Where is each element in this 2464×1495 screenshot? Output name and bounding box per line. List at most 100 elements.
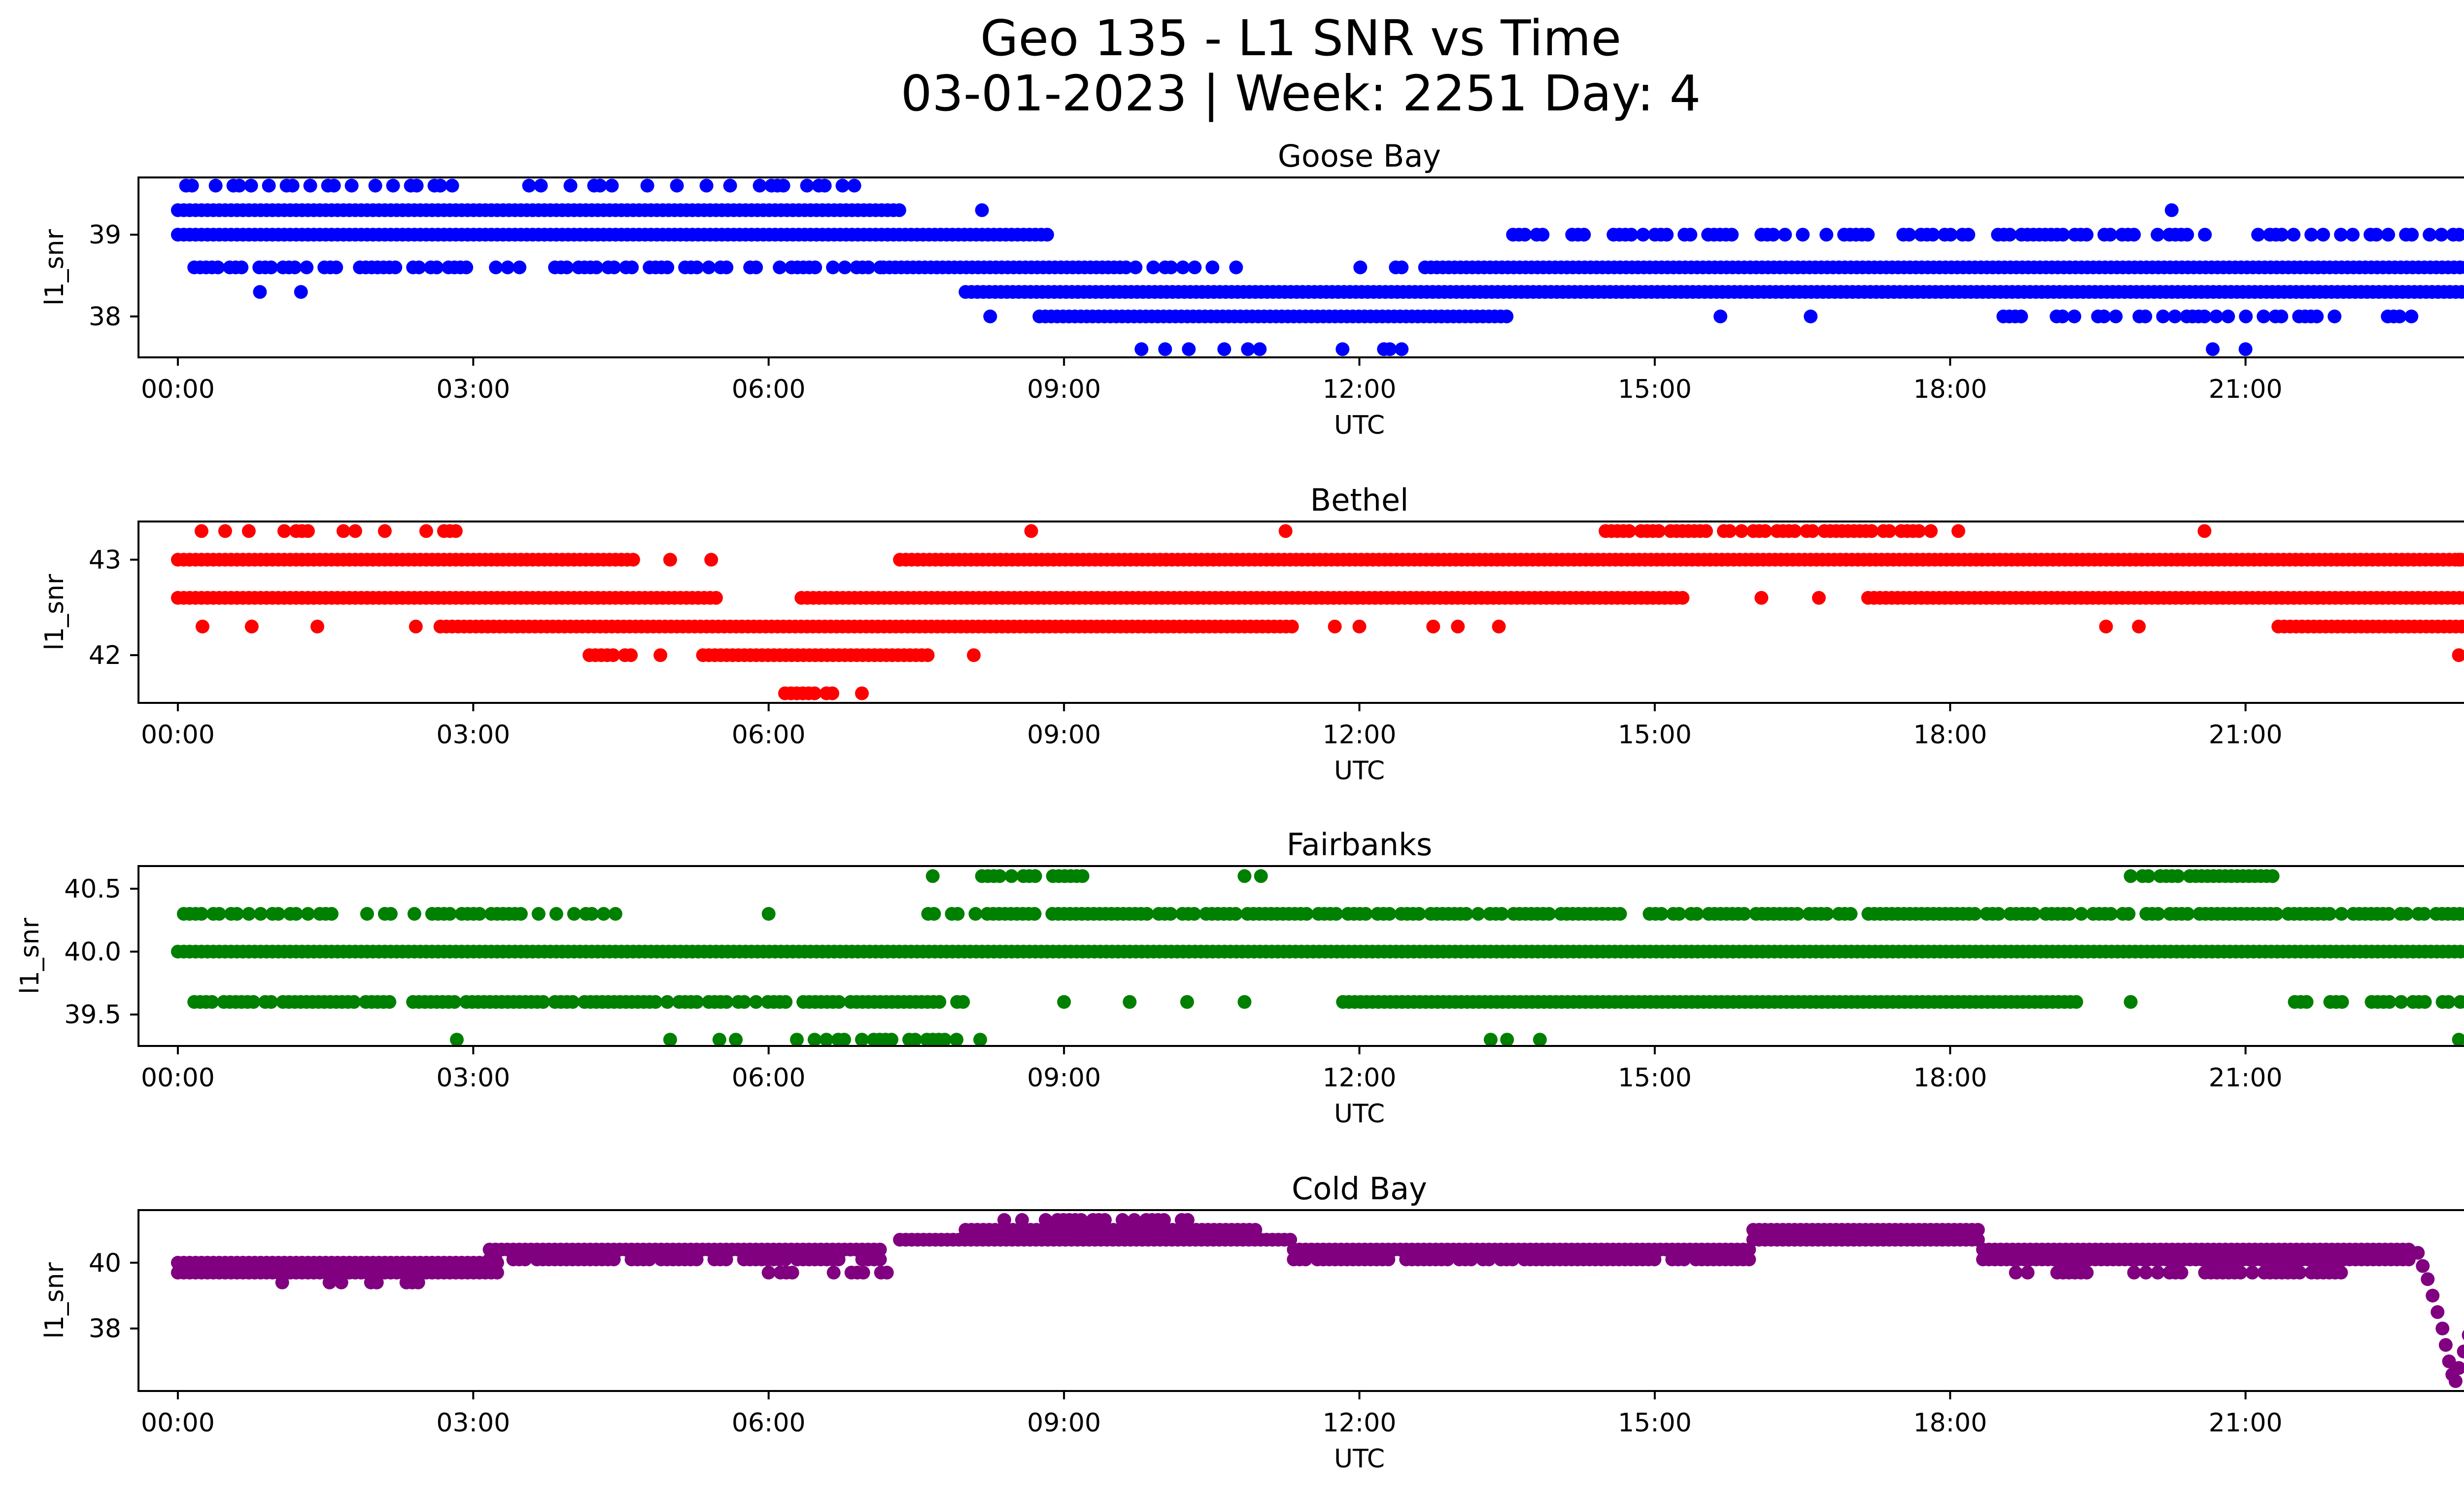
data-point bbox=[472, 907, 486, 921]
data-point bbox=[2198, 228, 2212, 242]
data-point bbox=[1040, 228, 1054, 242]
data-point bbox=[855, 686, 869, 700]
data-point bbox=[382, 995, 397, 1009]
x-tick-label: 03:00 bbox=[436, 1063, 510, 1093]
data-point bbox=[1754, 591, 1769, 605]
x-tick-label: 15:00 bbox=[1618, 1408, 1692, 1438]
data-point bbox=[818, 178, 832, 193]
data-point bbox=[289, 907, 303, 921]
data-point bbox=[880, 1265, 894, 1280]
data-point bbox=[689, 1252, 704, 1267]
data-point bbox=[1788, 524, 1802, 538]
data-point bbox=[1412, 907, 1426, 921]
subplot-title: Goose Bay bbox=[1278, 138, 1441, 174]
data-point bbox=[534, 178, 548, 193]
data-point bbox=[194, 524, 208, 538]
data-point bbox=[1335, 342, 1350, 356]
data-point bbox=[1024, 524, 1038, 538]
data-point bbox=[2334, 1265, 2348, 1280]
data-point bbox=[2080, 1265, 2094, 1280]
data-point bbox=[2080, 228, 2094, 242]
data-point bbox=[1647, 1252, 1662, 1267]
data-point bbox=[459, 260, 474, 275]
data-point bbox=[2452, 1361, 2464, 1375]
y-axis-label: l1_snr bbox=[40, 1262, 69, 1339]
data-point bbox=[253, 907, 268, 921]
data-point bbox=[625, 260, 639, 275]
data-point bbox=[370, 1275, 384, 1289]
data-point bbox=[2462, 1330, 2464, 1340]
x-tick-label: 18:00 bbox=[1913, 375, 1987, 404]
data-point bbox=[1015, 1213, 1029, 1227]
data-point bbox=[2418, 995, 2432, 1009]
data-point bbox=[264, 260, 278, 275]
data-point bbox=[2156, 310, 2170, 323]
data-point bbox=[1237, 995, 1252, 1009]
data-point bbox=[1300, 907, 1314, 921]
data-point bbox=[2430, 1305, 2445, 1319]
data-point bbox=[1157, 1213, 1171, 1227]
data-point bbox=[2304, 228, 2319, 242]
data-point bbox=[1464, 1252, 1478, 1267]
data-point bbox=[271, 907, 285, 921]
data-point bbox=[2399, 907, 2414, 921]
data-point bbox=[624, 648, 638, 662]
data-point bbox=[531, 907, 546, 921]
data-point bbox=[1613, 907, 1627, 921]
data-point bbox=[2404, 310, 2419, 323]
x-axis-label: UTC bbox=[1334, 756, 1385, 786]
data-point bbox=[938, 1033, 952, 1047]
data-point bbox=[2127, 228, 2141, 242]
data-point bbox=[983, 310, 997, 323]
data-point bbox=[433, 178, 447, 193]
figure-title: Geo 135 - L1 SNR vs Time bbox=[980, 9, 1621, 67]
data-point bbox=[1500, 310, 1514, 323]
data-point bbox=[563, 178, 578, 193]
data-point bbox=[2138, 310, 2153, 323]
y-tick-label: 40.5 bbox=[64, 874, 121, 904]
y-axis-label: l1_snr bbox=[40, 574, 69, 651]
data-point bbox=[950, 1033, 963, 1047]
data-point bbox=[831, 1252, 846, 1267]
data-point bbox=[2441, 995, 2456, 1009]
data-point bbox=[1278, 524, 1293, 538]
data-point bbox=[1812, 591, 1826, 605]
data-point bbox=[2103, 228, 2118, 242]
data-point bbox=[1844, 907, 1858, 921]
data-point bbox=[626, 553, 640, 567]
x-tick-label: 00:00 bbox=[141, 1408, 215, 1438]
figure-subtitle: 03-01-2023 | Week: 2251 Day: 4 bbox=[900, 65, 1701, 122]
data-point bbox=[1237, 869, 1252, 883]
data-point bbox=[1622, 524, 1636, 538]
data-point bbox=[2056, 228, 2070, 242]
data-point bbox=[360, 907, 374, 921]
data-point bbox=[690, 260, 704, 275]
data-point bbox=[967, 648, 981, 662]
y-axis-label: l1_snr bbox=[15, 917, 45, 994]
data-point bbox=[2055, 310, 2070, 323]
data-point bbox=[294, 285, 308, 299]
data-point bbox=[1951, 524, 1965, 538]
data-point bbox=[702, 260, 716, 275]
data-point bbox=[1352, 620, 1367, 634]
data-point bbox=[1796, 228, 1810, 242]
x-tick-label: 03:00 bbox=[436, 720, 510, 750]
data-point bbox=[253, 285, 267, 299]
data-point bbox=[1500, 1033, 1514, 1047]
y-tick-label: 39 bbox=[89, 220, 121, 250]
data-point bbox=[2251, 228, 2265, 242]
data-point bbox=[584, 907, 599, 921]
data-point bbox=[235, 260, 249, 275]
data-point bbox=[2027, 907, 2041, 921]
data-point bbox=[776, 178, 790, 193]
data-point bbox=[1971, 1223, 1985, 1237]
data-point bbox=[262, 178, 276, 193]
x-tick-label: 12:00 bbox=[1323, 375, 1397, 404]
data-point bbox=[347, 995, 361, 1009]
data-point bbox=[1723, 524, 1737, 538]
data-point bbox=[800, 178, 814, 193]
data-point bbox=[2382, 907, 2396, 921]
data-point bbox=[2293, 1265, 2307, 1280]
data-point bbox=[855, 1033, 869, 1047]
data-point bbox=[607, 260, 621, 275]
